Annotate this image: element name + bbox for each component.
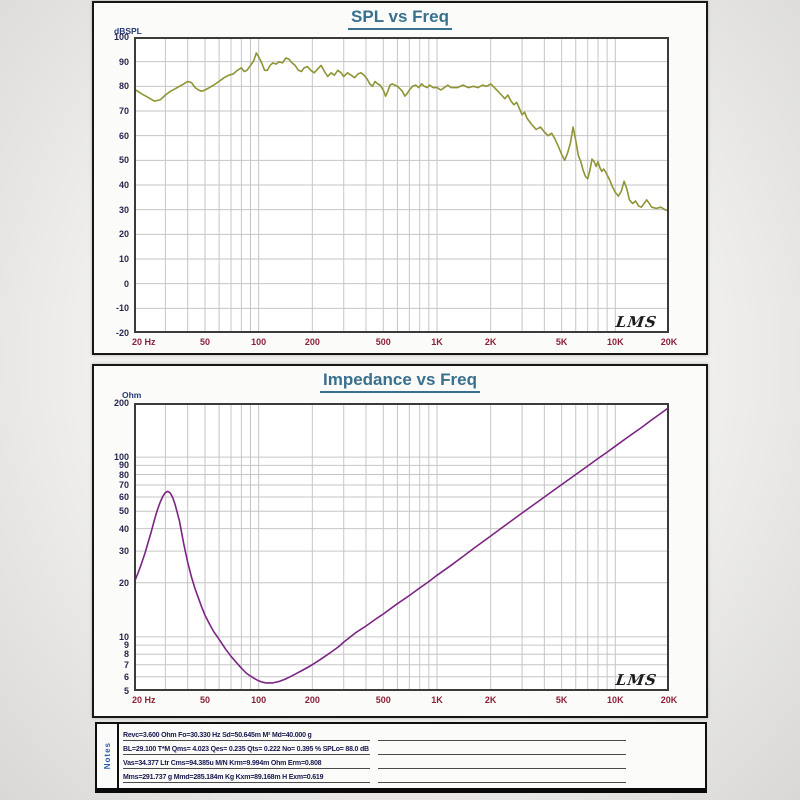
spl-plot-area: LMS xyxy=(134,37,669,333)
y-axis-tick-label: 20 xyxy=(118,229,129,240)
y-axis-tick-label: 30 xyxy=(118,546,129,557)
chart-canvas xyxy=(134,403,669,691)
y-axis-tick-label: 20 xyxy=(118,577,129,588)
notes-panel: Notes Revc=3.600 Ohm Fo=30.330 Hz Sd=50.… xyxy=(95,722,707,793)
y-axis-tick-label: 5 xyxy=(123,686,129,696)
note-row: Mms=291.737 g Mmd=285.184m Kg Kxm=89.168… xyxy=(123,770,697,783)
y-axis-tick-label: -10 xyxy=(115,303,129,314)
x-axis-tick-label: 50 xyxy=(199,337,210,347)
y-axis-tick-label: 30 xyxy=(118,204,129,215)
x-axis-tick-label: 10K xyxy=(607,695,624,705)
x-axis-tick-label: 500 xyxy=(375,337,391,347)
y-axis-tick-label: 7 xyxy=(123,659,129,670)
y-axis-tick-label: 100 xyxy=(113,452,129,463)
x-axis-tick-label: 1K xyxy=(431,695,443,705)
y-axis-tick-label: 60 xyxy=(118,130,129,141)
x-axis-tick-label: 200 xyxy=(304,695,320,705)
y-axis-tick-label: 9 xyxy=(123,640,129,651)
x-axis-tick-label: 2K xyxy=(484,337,497,347)
x-axis-tick-label: 200 xyxy=(304,337,320,347)
x-axis-tick-label: 5K xyxy=(555,695,568,705)
impedance-chart-panel: Impedance vs Freq Ohm LMS 20 Hz 50 100 200 5… xyxy=(92,364,708,718)
note-row: Vas=34.377 Ltr Cms=94.385u M/N Krm=9.994… xyxy=(123,756,697,769)
note-row: BL=29.100 T*M Qms= 4.023 Qes= 0.235 Qts=… xyxy=(123,742,697,755)
note-ruled-line xyxy=(378,772,626,783)
y-axis-tick-label: 80 xyxy=(118,469,129,480)
y-axis-tick-label: 40 xyxy=(118,180,129,190)
x-axis-tick-label: 10K xyxy=(607,337,624,347)
impedance-y-unit-label: Ohm xyxy=(122,390,142,400)
y-axis-tick-label: 90 xyxy=(118,460,129,471)
y-axis-tick-label: 0 xyxy=(123,278,129,289)
x-axis-tick-label: 20 Hz xyxy=(132,337,156,347)
x-axis-tick-label: 50 xyxy=(199,695,210,705)
x-axis-tick-label: 2K xyxy=(484,695,497,705)
chart-canvas xyxy=(134,37,669,333)
x-axis-tick-label: 100 xyxy=(251,337,267,347)
y-axis-tick-label: 8 xyxy=(123,649,129,660)
notes-label: Notes xyxy=(102,742,112,770)
notes-label-cell: Notes xyxy=(97,724,119,788)
note-line-parameters-1: Revc=3.600 Ohm Fo=30.330 Hz Sd=50.645m M… xyxy=(123,732,370,741)
y-axis-tick-label: 90 xyxy=(118,56,129,67)
impedance-curve xyxy=(134,406,669,684)
spl-curve xyxy=(134,52,669,212)
impedance-chart-title: Impedance vs Freq xyxy=(94,370,706,393)
impedance-chart-title-text: Impedance vs Freq xyxy=(319,370,480,393)
x-axis-tick-label: 20K xyxy=(660,337,678,347)
y-axis-tick-label: 60 xyxy=(118,491,129,502)
spl-chart-title-text: SPL vs Freq xyxy=(348,7,452,30)
impedance-plot-area: LMS xyxy=(134,403,669,691)
lms-logo: LMS xyxy=(614,313,659,331)
y-axis-tick-label: 10 xyxy=(118,631,129,642)
note-ruled-line xyxy=(378,758,626,769)
x-axis-tick-label: 1K xyxy=(431,337,443,347)
note-line-parameters-3: Vas=34.377 Ltr Cms=94.385u M/N Krm=9.994… xyxy=(123,760,370,769)
y-axis-tick-label: 80 xyxy=(118,81,129,92)
y-axis-tick-label: 50 xyxy=(118,506,129,517)
spl-y-unit-label: dBSPL xyxy=(114,26,142,36)
spl-chart-title: SPL vs Freq xyxy=(94,7,706,30)
y-axis-tick-label: 100 xyxy=(113,32,129,42)
x-axis-tick-label: 20K xyxy=(660,695,678,705)
note-row: Revc=3.600 Ohm Fo=30.330 Hz Sd=50.645m M… xyxy=(123,728,697,741)
note-line-parameters-4: Mms=291.737 g Mmd=285.184m Kg Kxm=89.168… xyxy=(123,774,370,783)
y-axis-tick-label: -20 xyxy=(115,328,129,338)
x-axis-tick-label: 100 xyxy=(251,695,267,705)
y-axis-tick-label: 50 xyxy=(118,155,129,166)
y-axis-tick-label: 70 xyxy=(118,479,129,490)
spl-chart-panel: SPL vs Freq dBSPL LMS 20 Hz 50 100 200 500 1K… xyxy=(92,1,708,355)
x-axis-tick-label: 20 Hz xyxy=(132,695,156,705)
note-ruled-line xyxy=(378,744,626,755)
x-axis-tick-label: 5K xyxy=(555,337,568,347)
notes-body: Revc=3.600 Ohm Fo=30.330 Hz Sd=50.645m M… xyxy=(119,724,705,788)
y-axis-tick-label: 6 xyxy=(123,671,129,682)
note-ruled-line xyxy=(378,730,626,741)
note-line-parameters-2: BL=29.100 T*M Qms= 4.023 Qes= 0.235 Qts=… xyxy=(123,746,370,755)
y-axis-tick-label: 70 xyxy=(118,106,129,116)
y-axis-tick-label: 40 xyxy=(118,523,129,534)
lms-logo: LMS xyxy=(614,671,659,689)
x-axis-tick-label: 500 xyxy=(375,695,391,705)
y-axis-tick-label: 200 xyxy=(113,398,129,408)
y-axis-tick-label: 10 xyxy=(118,254,129,264)
